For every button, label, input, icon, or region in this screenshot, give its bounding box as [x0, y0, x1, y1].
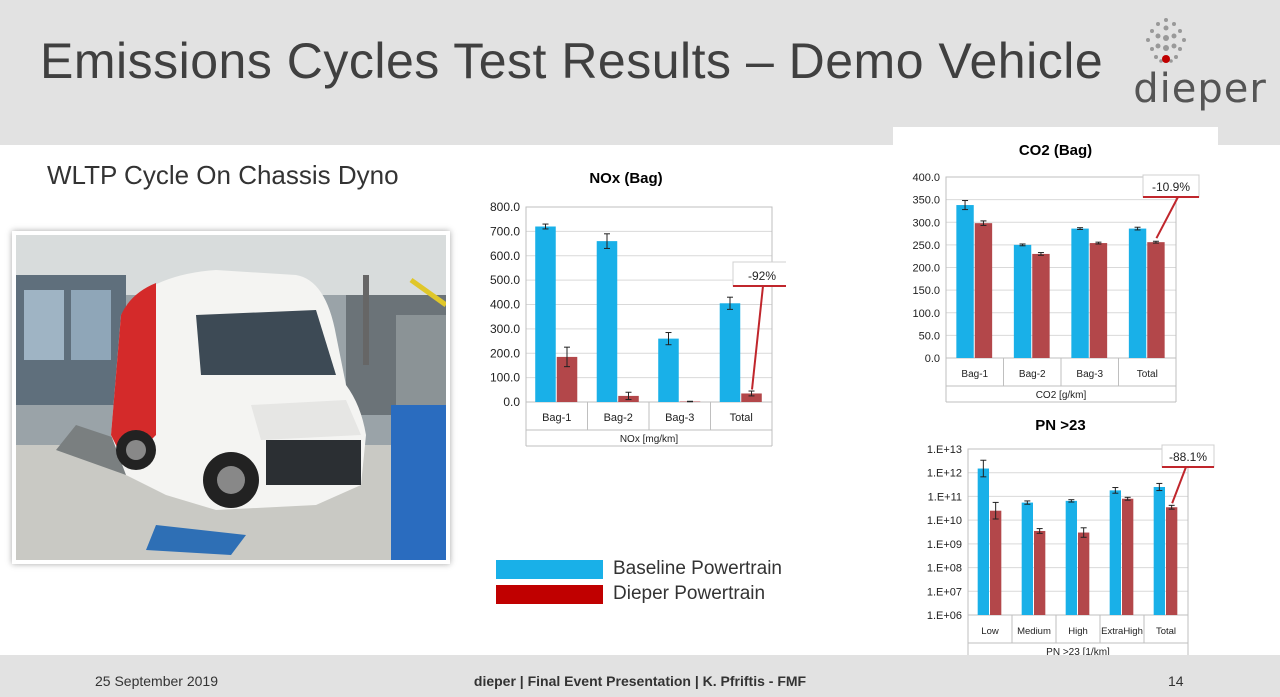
logo-wordmark: dieper: [1133, 66, 1267, 112]
footer-date: 25 September 2019: [95, 673, 218, 689]
bar-dieper: [1078, 532, 1090, 615]
slide-header: Emissions Cycles Test Results – Demo Veh…: [0, 0, 1280, 145]
y-tick-label: 400.0: [912, 172, 940, 184]
y-tick-label: 1.E+07: [927, 586, 962, 598]
y-tick-label: 500.0: [490, 273, 520, 287]
logo-dots-icon: [1146, 18, 1186, 63]
y-tick-label: 700.0: [490, 224, 520, 238]
y-tick-label: 200.0: [490, 346, 520, 360]
y-tick-label: 1.E+10: [927, 515, 962, 527]
dieper-logo: dieper: [1130, 14, 1270, 118]
legend-swatch-baseline: [496, 560, 603, 579]
y-tick-label: 1.E+09: [927, 539, 962, 551]
x-axis-title: CO2 [g/km]: [1036, 390, 1087, 401]
pn-chart: PN >23 1.E+06 1.E+07 1.E+08 1.E+09 1.E+10 1.E…: [918, 412, 1223, 660]
y-tick-label: 100.0: [912, 308, 940, 320]
footer-center-text: dieper | Final Event Presentation | K. P…: [473, 673, 807, 689]
annotation-label: -10.9%: [1152, 180, 1190, 194]
bar-baseline: [719, 303, 741, 402]
co2-chart-plot: 0.0 50.0 100.0 150.0 200.0 250.0 300.0 350.0 400…: [912, 172, 1200, 403]
pn-chart-title: PN >23: [1035, 417, 1086, 434]
vehicle-photo: [12, 231, 450, 564]
bar-baseline: [1071, 228, 1089, 358]
y-tick-label: 600.0: [490, 249, 520, 263]
annotation-pointer: [751, 285, 764, 390]
legend-label-baseline: Baseline Powertrain: [613, 558, 782, 579]
x-category-label: Medium: [1017, 626, 1051, 637]
annotation-label: -92%: [748, 269, 776, 283]
x-category-label: Low: [981, 626, 999, 637]
bar-dieper: [1034, 530, 1046, 615]
y-tick-label: 200.0: [912, 263, 940, 275]
bar-baseline: [1109, 490, 1121, 615]
slide-subtitle: WLTP Cycle On Chassis Dyno: [47, 160, 399, 190]
annotation-pointer: [1171, 466, 1187, 504]
bar-baseline: [596, 241, 618, 402]
nox-chart: NOx (Bag) 0.0 100.0 200.0 300.0 400.0 500.0 60…: [466, 160, 786, 454]
x-category-label: Bag-1: [542, 412, 571, 424]
bar-dieper: [990, 510, 1002, 615]
bar-baseline: [1013, 244, 1032, 358]
bar-dieper: [1166, 507, 1178, 615]
y-tick-label: 50.0: [919, 330, 940, 342]
x-axis-title: PN >23 [1/km]: [1046, 647, 1110, 658]
y-tick-label: 0.0: [925, 353, 940, 365]
bar-dieper: [1089, 243, 1108, 358]
y-tick-label: 150.0: [912, 285, 940, 297]
y-tick-label: 400.0: [490, 298, 520, 312]
legend-label-dieper: Dieper Powertrain: [613, 583, 766, 604]
x-axis-title: NOx [mg/km]: [620, 434, 679, 445]
bar-baseline: [977, 468, 989, 615]
annotation-label: -88.1%: [1169, 450, 1207, 464]
y-tick-label: 1.E+12: [927, 468, 962, 480]
slide-title: Emissions Cycles Test Results – Demo Veh…: [40, 33, 1104, 89]
y-tick-label: 350.0: [912, 195, 940, 207]
y-tick-label: 250.0: [912, 240, 940, 252]
bar-dieper: [1147, 242, 1165, 358]
y-tick-label: 1.E+11: [928, 491, 962, 503]
y-tick-label: 100.0: [490, 371, 520, 385]
y-tick-label: 1.E+06: [927, 610, 962, 622]
bar-dieper: [1122, 498, 1134, 615]
y-tick-label: 1.E+08: [927, 563, 962, 575]
bar-baseline: [1021, 502, 1033, 615]
pn-chart-plot: 1.E+06 1.E+07 1.E+08 1.E+09 1.E+10 1.E+11 1.E+…: [927, 444, 1215, 660]
x-category-label: Bag-3: [665, 412, 694, 424]
legend-swatch-dieper: [496, 585, 603, 604]
annotation-pointer: [1155, 196, 1179, 239]
van-on-dyno-image: [16, 235, 446, 560]
x-category-label: Bag-2: [604, 412, 633, 424]
x-category-label: High: [1068, 626, 1088, 637]
bar-dieper: [556, 356, 578, 402]
nox-chart-plot: 0.0 100.0 200.0 300.0 400.0 500.0 600.0 700.0 80…: [490, 200, 786, 447]
x-category-label: ExtraHigh: [1101, 626, 1143, 637]
bar-baseline: [1153, 486, 1165, 615]
y-tick-label: 300.0: [490, 322, 520, 336]
bar-dieper: [741, 393, 762, 402]
x-category-label: Bag-2: [1019, 369, 1046, 380]
x-category-label: Total: [730, 412, 753, 424]
bar-dieper: [1032, 253, 1050, 358]
bar-dieper: [974, 223, 993, 358]
slide-footer: 25 September 2019 dieper | Final Event P…: [0, 655, 1280, 697]
co2-chart-title: CO2 (Bag): [1018, 142, 1093, 159]
y-tick-label: 0.0: [503, 395, 520, 409]
bar-baseline: [956, 205, 974, 358]
x-category-label: Total: [1137, 369, 1158, 380]
y-tick-label: 300.0: [912, 217, 940, 229]
x-category-label: Total: [1156, 626, 1176, 637]
nox-chart-title: NOx (Bag): [589, 170, 663, 187]
bar-baseline: [535, 226, 556, 402]
y-tick-label: 800.0: [490, 200, 520, 214]
footer-page-number: 14: [1168, 673, 1184, 689]
x-category-label: Bag-1: [961, 369, 988, 380]
bar-baseline: [1065, 500, 1077, 615]
y-tick-label: 1.E+13: [927, 444, 962, 456]
x-category-label: Bag-3: [1076, 369, 1103, 380]
bar-baseline: [1128, 228, 1147, 358]
bar-baseline: [658, 338, 679, 402]
co2-chart: CO2 (Bag) 0.0 50.0 100.0 150.0 200.0 250.0 300…: [893, 127, 1218, 412]
